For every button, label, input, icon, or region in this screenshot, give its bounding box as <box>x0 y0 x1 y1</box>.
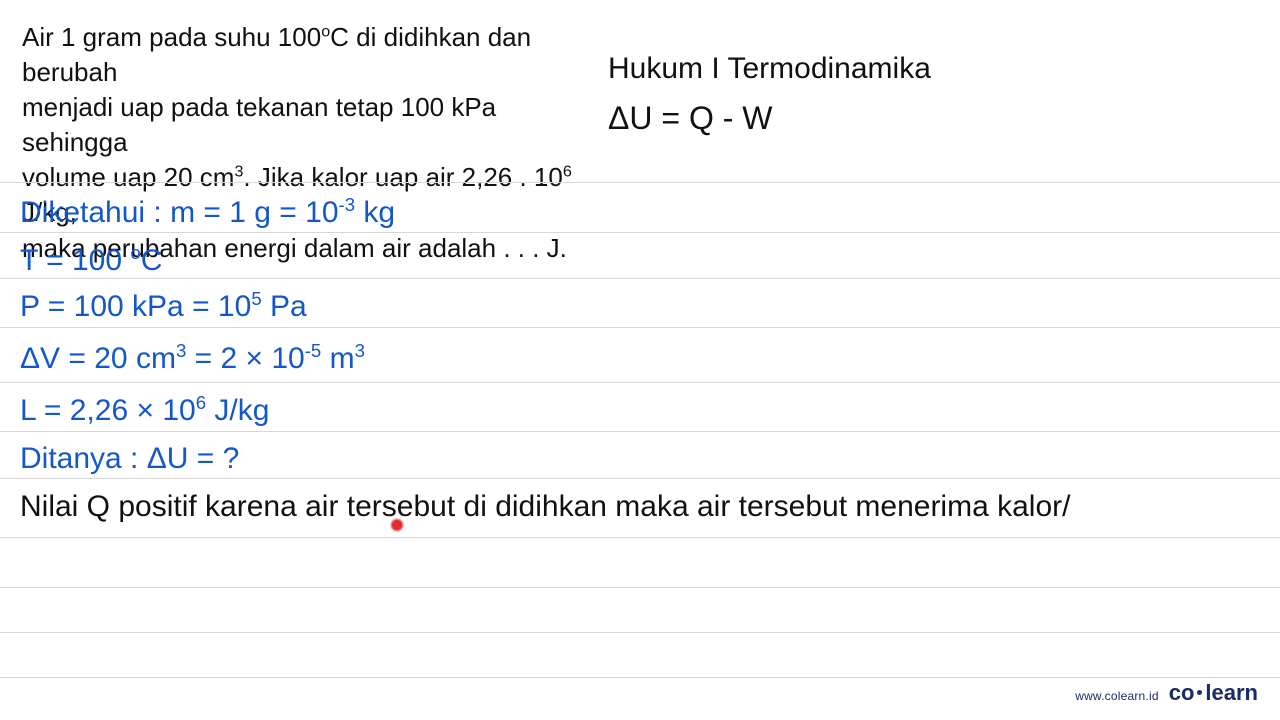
brand-part-b: learn <box>1205 680 1258 705</box>
sup: 6 <box>196 392 206 413</box>
text: kg <box>355 196 395 229</box>
text: P = 100 kPa = 10 <box>20 290 251 323</box>
footer-url: www.colearn.id <box>1075 689 1159 703</box>
given-volume: ΔV = 20 cm3 = 2 × 10-5 m3 <box>20 342 365 375</box>
asked: Ditanya : ΔU = ? <box>20 442 239 475</box>
law-title: Hukum I Termodinamika <box>608 48 1260 90</box>
dot-icon <box>1197 690 1202 695</box>
text: T = 100 <box>20 244 130 277</box>
given-latent-heat: L = 2,26 × 106 J/kg <box>20 394 269 427</box>
sup: 5 <box>251 288 261 309</box>
brand-part-a: co <box>1169 680 1195 705</box>
rule-line <box>0 182 1280 183</box>
sup-degree: o <box>321 22 330 40</box>
footer: www.colearn.id colearn <box>1075 680 1258 706</box>
sup: 3 <box>355 340 365 361</box>
text: L = 2,26 × 10 <box>20 394 196 427</box>
rule-line <box>0 382 1280 383</box>
text: C <box>141 244 163 277</box>
problem-line1a: Air 1 gram pada suhu 100 <box>22 22 321 52</box>
page-root: Air 1 gram pada suhu 100oC di didihkan d… <box>0 0 1280 720</box>
problem-line2: menjadi uap pada tekanan tetap 100 kPa s… <box>22 92 496 157</box>
rule-line <box>0 632 1280 633</box>
sup-6: 6 <box>563 163 572 181</box>
text: m <box>321 342 354 375</box>
sup: 3 <box>176 340 186 361</box>
rule-line <box>0 327 1280 328</box>
given-pressure: P = 100 kPa = 105 Pa <box>20 290 307 323</box>
sup: o <box>130 242 140 263</box>
given-temperature: T = 100 oC <box>20 244 162 277</box>
text: = 2 × 10 <box>186 342 304 375</box>
text: Diketahui : m = 1 g = 10 <box>20 196 339 229</box>
footer-brand: colearn <box>1169 680 1258 706</box>
text: J/kg <box>206 394 269 427</box>
text: ΔV = 20 cm <box>20 342 176 375</box>
sup: -5 <box>305 340 322 361</box>
laser-pointer-icon <box>390 518 404 532</box>
ruled-area: Diketahui : m = 1 g = 10-3 kg T = 100 oC… <box>0 182 1280 720</box>
rule-line <box>0 278 1280 279</box>
text: Pa <box>262 290 307 323</box>
rule-line <box>0 478 1280 479</box>
given-mass: Diketahui : m = 1 g = 10-3 kg <box>20 196 395 229</box>
rule-line <box>0 587 1280 588</box>
explanation-line: Nilai Q positif karena air tersebut di d… <box>20 490 1070 523</box>
sup: -3 <box>339 194 356 215</box>
rule-line <box>0 677 1280 678</box>
law-equation: ΔU = Q - W <box>608 96 1260 141</box>
law-block: Hukum I Termodinamika ΔU = Q - W <box>608 20 1260 141</box>
rule-line <box>0 537 1280 538</box>
rule-line <box>0 232 1280 233</box>
rule-line <box>0 431 1280 432</box>
